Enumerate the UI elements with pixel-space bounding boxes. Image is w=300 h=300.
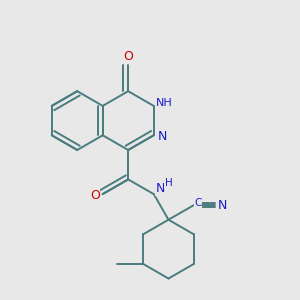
Text: H: H [165,178,172,188]
Text: O: O [123,50,133,62]
Text: N: N [218,199,227,212]
Text: C: C [194,199,202,208]
Text: NH: NH [156,98,173,108]
Text: N: N [156,182,165,195]
Text: N: N [158,130,167,143]
Text: O: O [90,189,100,202]
